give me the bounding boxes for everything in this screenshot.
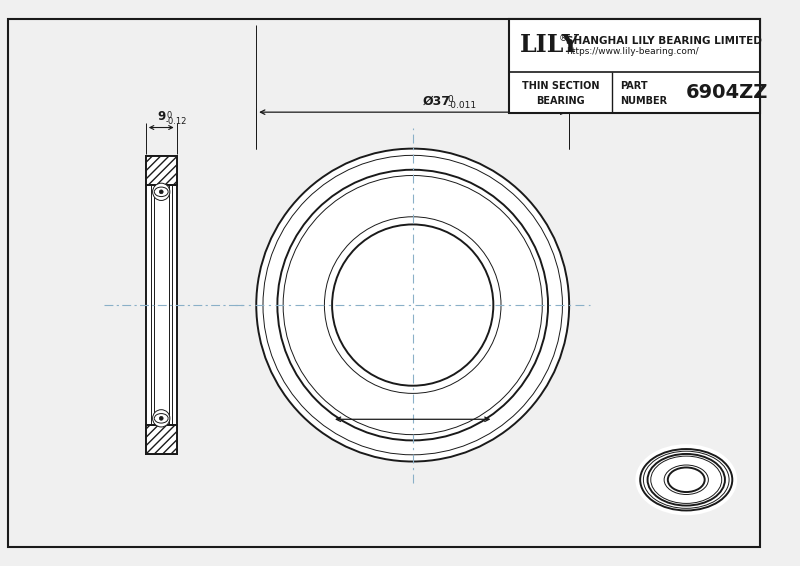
Text: Ø37: Ø37: [422, 95, 450, 108]
Text: ®: ®: [558, 34, 567, 43]
Text: LILY: LILY: [520, 33, 580, 58]
Text: 6904ZZ: 6904ZZ: [686, 83, 768, 102]
Bar: [146, 156, 177, 185]
Ellipse shape: [256, 149, 569, 461]
Text: 9: 9: [157, 110, 166, 123]
Bar: [146, 156, 177, 454]
Bar: [146, 425, 177, 454]
Ellipse shape: [153, 410, 170, 427]
Text: PART: PART: [620, 82, 648, 91]
Text: SHANGHAI LILY BEARING LIMITED: SHANGHAI LILY BEARING LIMITED: [566, 36, 762, 46]
Text: THIN SECTION: THIN SECTION: [522, 82, 599, 91]
Ellipse shape: [331, 224, 494, 387]
Text: 0: 0: [447, 96, 453, 105]
Ellipse shape: [153, 183, 170, 200]
Text: -0.010: -0.010: [442, 428, 471, 438]
Text: -0.12: -0.12: [166, 117, 187, 126]
Ellipse shape: [159, 190, 163, 194]
Text: 0: 0: [442, 423, 448, 432]
Text: -0.011: -0.011: [447, 101, 476, 110]
Text: NUMBER: NUMBER: [620, 96, 667, 106]
Text: 0: 0: [166, 111, 171, 120]
Ellipse shape: [159, 417, 163, 420]
Bar: [509, 19, 760, 113]
Text: Ø20: Ø20: [418, 422, 446, 435]
Text: BEARING: BEARING: [536, 96, 585, 106]
Text: https://www.lily-bearing.com/: https://www.lily-bearing.com/: [566, 47, 699, 55]
Ellipse shape: [635, 444, 737, 515]
